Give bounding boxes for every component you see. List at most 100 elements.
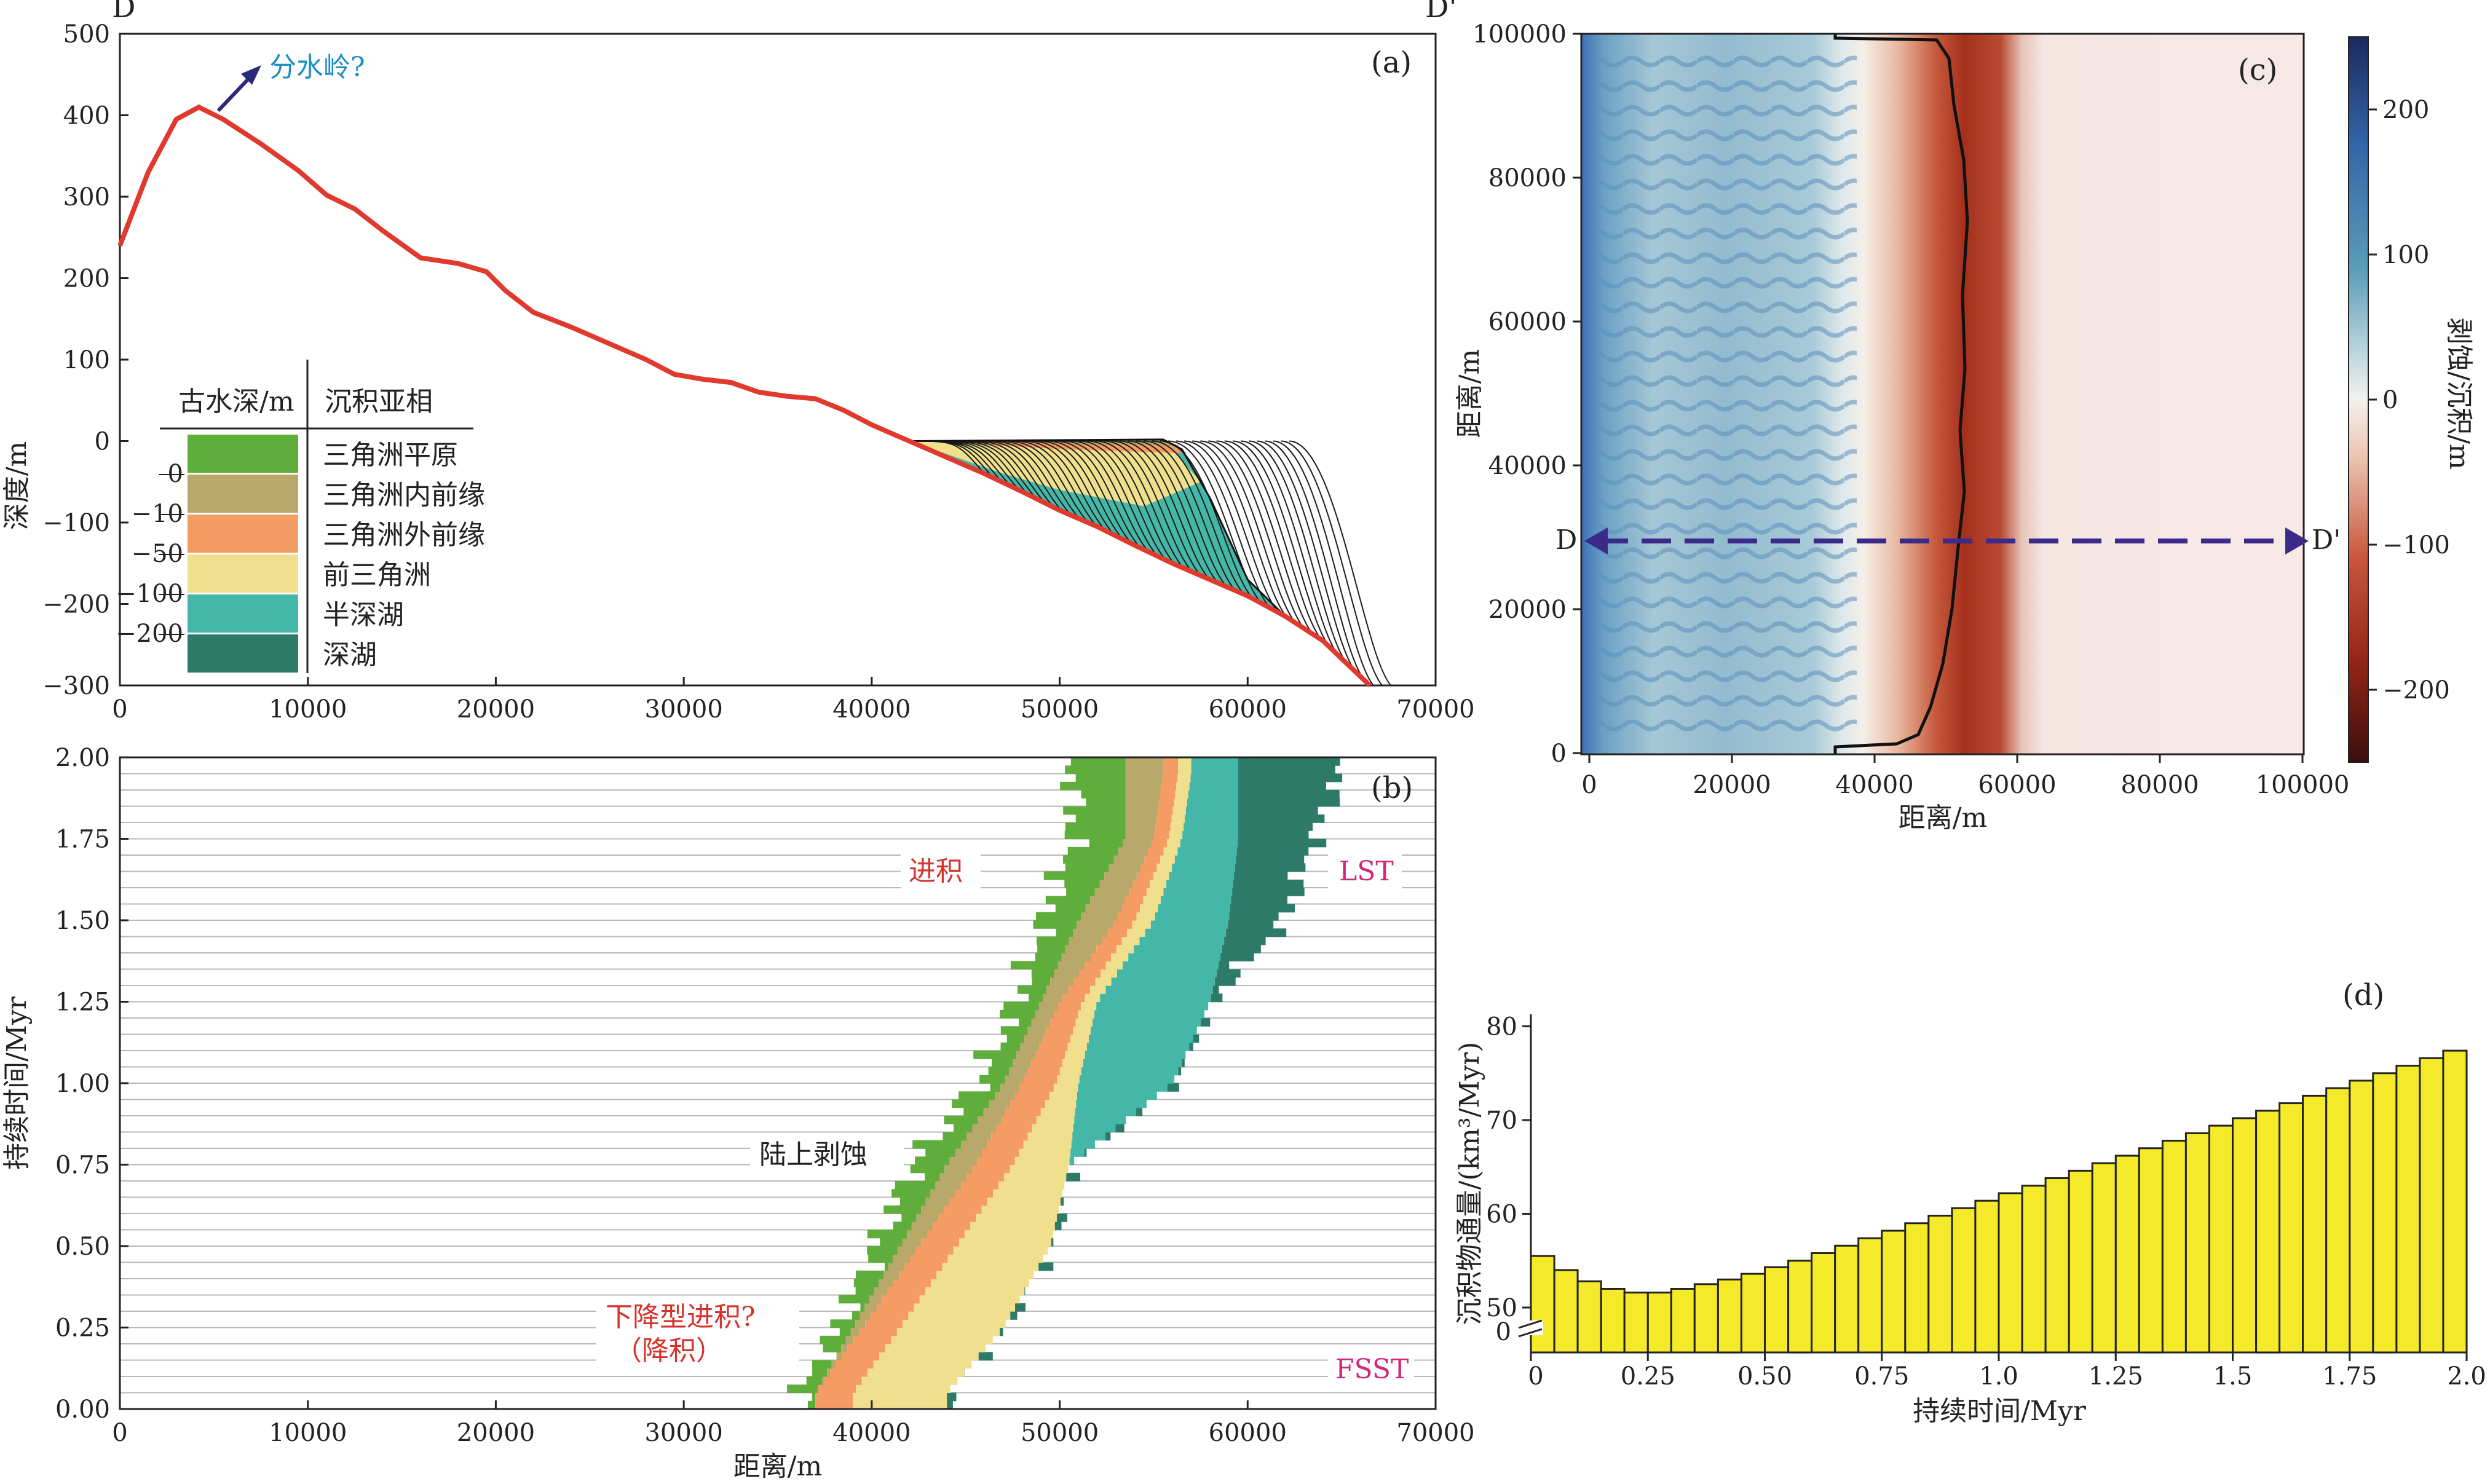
facies-bar-segment bbox=[1189, 781, 1238, 791]
facies-bar-segment bbox=[1068, 985, 1091, 994]
facies-bar-segment bbox=[893, 1254, 911, 1263]
axis-break-mark-1 bbox=[1518, 1319, 1543, 1329]
facies-bar-segment bbox=[847, 1344, 885, 1352]
panel-b-xlabel: 距离/m bbox=[733, 1451, 823, 1482]
facies-bar-segment bbox=[1132, 920, 1151, 929]
clinoform-line bbox=[966, 440, 1046, 503]
flux-bar bbox=[1553, 1269, 1579, 1354]
panel-c-label: (c) bbox=[2238, 53, 2277, 87]
clinoform-line bbox=[1095, 440, 1184, 569]
facies-bar-segment bbox=[1125, 823, 1156, 831]
y-tick-label: 1.25 bbox=[55, 989, 110, 1017]
section-arrowhead-left bbox=[1584, 527, 1608, 555]
facies-bar-segment bbox=[1031, 969, 1054, 978]
facies-bar-segment bbox=[1105, 1132, 1111, 1141]
facies-bar-segment bbox=[1094, 1009, 1204, 1019]
clinoform-line bbox=[957, 440, 1037, 499]
facies-bar-segment bbox=[879, 1279, 893, 1287]
facies-bar-segment bbox=[911, 1222, 933, 1231]
facies-bar-segment bbox=[1063, 806, 1126, 815]
flux-bar bbox=[2442, 1049, 2468, 1354]
facies-bar-segment bbox=[1177, 847, 1237, 856]
facies-bar-segment bbox=[1111, 953, 1129, 961]
shoreline-contour bbox=[1833, 34, 1969, 754]
facies-bar-segment bbox=[1065, 863, 1109, 872]
facies-bar-segment bbox=[1073, 928, 1108, 937]
facies-bar-segment bbox=[1172, 806, 1186, 815]
facies-bar-segment bbox=[1038, 1262, 1054, 1271]
facies-bar-segment bbox=[952, 1099, 989, 1108]
clinoform-line bbox=[949, 440, 1029, 495]
facies-bar-segment bbox=[1158, 904, 1230, 913]
facies-bar-segment bbox=[942, 1262, 1039, 1271]
facies-bar-segment bbox=[904, 1262, 943, 1271]
flux-bar bbox=[2419, 1057, 2445, 1354]
clinoform-line bbox=[1062, 440, 1150, 553]
facies-bar-segment bbox=[943, 1132, 967, 1141]
facies-bar-segment bbox=[1167, 1083, 1179, 1092]
legend-facies-label: 半深湖 bbox=[323, 599, 404, 631]
facies-bar-segment bbox=[853, 1279, 879, 1287]
facies-bar-segment bbox=[1101, 969, 1117, 978]
facies-bar-segment bbox=[987, 1197, 1061, 1206]
x-tick-label: 1.5 bbox=[2213, 1362, 2253, 1391]
y-tick-label: 60 bbox=[1486, 1201, 1517, 1229]
panel-a: 0 10000 20000 30000 40000 50000 60000 70000 500 4… bbox=[1, 0, 1475, 724]
facies-bar-segment bbox=[885, 1344, 986, 1352]
y-tick-label: 80000 bbox=[1488, 164, 1567, 192]
facies-legend: 古水深/m 沉积亚相 三角洲平原三角洲内前缘三角洲外前缘前三角洲半深湖深湖0−1… bbox=[116, 360, 485, 673]
facies-bar-segment bbox=[1079, 969, 1101, 978]
flux-bar bbox=[2325, 1087, 2351, 1354]
x-tick-label: 50000 bbox=[1021, 1419, 1099, 1447]
facies-bar-segment bbox=[818, 1384, 856, 1394]
flux-bar bbox=[1623, 1292, 1649, 1354]
colorbar-ticks: 200 100 0 −100 −200 bbox=[2368, 96, 2450, 705]
facies-bar-segment bbox=[1105, 985, 1213, 994]
y-tick-label: 100 bbox=[63, 346, 110, 374]
facies-bar-segment bbox=[812, 1360, 832, 1369]
facies-bar-segment bbox=[1031, 1059, 1063, 1068]
clinoform-line bbox=[1257, 440, 1357, 673]
facies-bar-segment bbox=[1161, 781, 1177, 791]
clinoform-line bbox=[1152, 440, 1244, 595]
facies-bar-segment bbox=[1015, 1303, 1026, 1312]
x-tick-label: 10000 bbox=[269, 1419, 347, 1447]
facies-bar-segment bbox=[1238, 781, 1326, 791]
clinoform-line bbox=[1240, 440, 1340, 657]
x-tick-label: 60000 bbox=[1978, 771, 2056, 799]
flux-bar bbox=[2208, 1124, 2234, 1354]
facies-bar-segment bbox=[1019, 1018, 1032, 1027]
facies-bar-segment bbox=[1150, 920, 1228, 929]
heatmap-texture bbox=[1599, 49, 1857, 738]
facies-bar-segment bbox=[1191, 765, 1238, 775]
panel-b-label: (b) bbox=[1371, 771, 1413, 805]
x-tick-label: 30000 bbox=[645, 1419, 723, 1447]
legend-facies-label: 深湖 bbox=[323, 639, 377, 671]
y-tick-label: 0.75 bbox=[55, 1151, 110, 1180]
flux-bar bbox=[2068, 1169, 2093, 1354]
facies-bar-segment bbox=[1113, 855, 1145, 864]
facies-bar-segment bbox=[852, 1311, 860, 1320]
facies-bar-segment bbox=[1067, 1042, 1087, 1051]
facies-bar-segment bbox=[1169, 831, 1183, 840]
facies-bar-segment bbox=[787, 1384, 818, 1394]
facies-bar-segment bbox=[1024, 1287, 1026, 1296]
facies-bar-segment bbox=[1016, 1051, 1035, 1059]
facies-bar-segment bbox=[897, 1246, 916, 1255]
y-tick-label: −300 bbox=[42, 672, 110, 700]
facies-bar-segment bbox=[1238, 765, 1335, 775]
erosion-annotation: 陆上剥蚀 bbox=[759, 1139, 868, 1170]
facies-bar-segment bbox=[876, 1303, 914, 1312]
clinoform-line bbox=[974, 440, 1054, 508]
facies-bar-segment bbox=[1073, 1124, 1116, 1133]
facies-bar-segment bbox=[988, 1067, 1009, 1076]
facies-bar-segment bbox=[1050, 1018, 1076, 1027]
facies-bar-segment bbox=[1129, 888, 1147, 896]
facies-bar-segment bbox=[1136, 1107, 1143, 1116]
facies-bar-segment bbox=[1023, 1140, 1072, 1149]
facies-bar-segment bbox=[1169, 871, 1235, 880]
facies-bar-segment bbox=[995, 1091, 1015, 1100]
x-tick-label: 1.75 bbox=[2322, 1362, 2377, 1391]
x-tick-label: 10000 bbox=[269, 695, 347, 724]
facies-bar-segment bbox=[912, 1140, 962, 1149]
